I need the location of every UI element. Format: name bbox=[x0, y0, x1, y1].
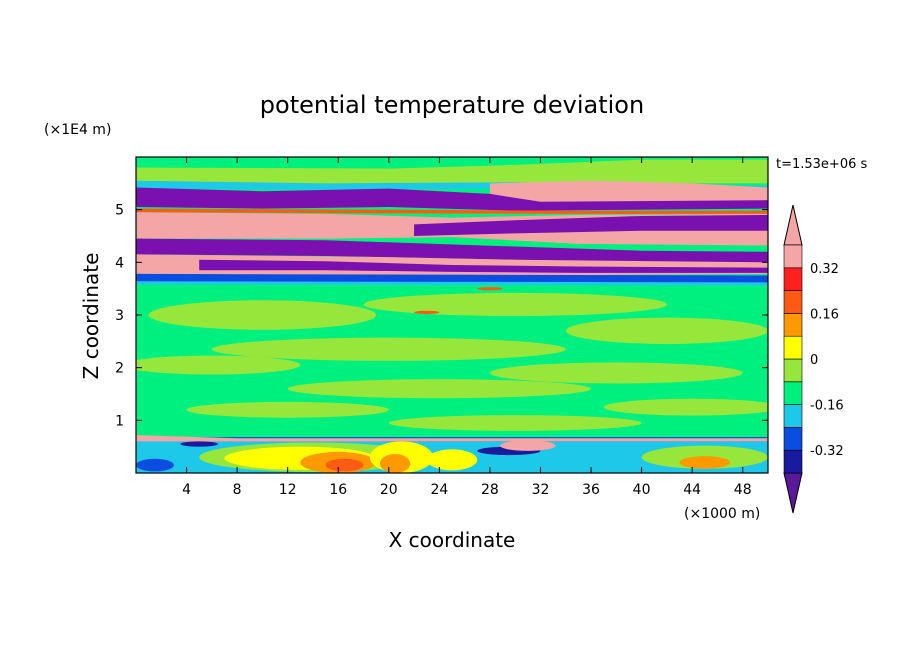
colorbar-extend-min bbox=[783, 472, 803, 514]
x-tick-label: 8 bbox=[233, 482, 242, 498]
y-tick-label: 4 bbox=[115, 255, 124, 271]
x-tick-label: 24 bbox=[430, 482, 448, 498]
colorbar-segment bbox=[783, 267, 803, 291]
x-tick-label: 20 bbox=[380, 482, 398, 498]
x-tick-label: 16 bbox=[329, 482, 347, 498]
y-tick-label: 5 bbox=[115, 203, 124, 219]
colorbar-tick-label: -0.16 bbox=[810, 399, 844, 414]
y-tick-label: 3 bbox=[115, 308, 124, 324]
colorbar-extend-max bbox=[783, 204, 803, 246]
lime-patch bbox=[148, 300, 377, 330]
band-pink-top bbox=[489, 180, 768, 204]
blue-patch bbox=[136, 458, 174, 472]
x-tick-label: 4 bbox=[182, 482, 191, 498]
lime-patch bbox=[489, 362, 743, 384]
band-cyan-edge bbox=[136, 281, 768, 286]
colorbar-segment bbox=[783, 358, 803, 383]
pink-patch bbox=[500, 440, 556, 451]
red-patch bbox=[477, 287, 503, 291]
time-label: t=1.53e+06 s bbox=[776, 157, 868, 172]
plot-area bbox=[136, 157, 768, 473]
colorbar-tick-label: 0 bbox=[810, 353, 818, 368]
colorbar-tick-label: 0.32 bbox=[810, 262, 839, 277]
colorbar-tick-label: 0.16 bbox=[810, 307, 839, 322]
x-tick-label: 36 bbox=[582, 482, 600, 498]
x-tick-label: 32 bbox=[532, 482, 550, 498]
red-patch bbox=[414, 310, 440, 314]
lime-patch bbox=[565, 317, 768, 344]
colorbar-segment bbox=[783, 244, 803, 269]
yellow-patch bbox=[426, 449, 478, 471]
lime-patch bbox=[186, 401, 389, 418]
lime-patch bbox=[363, 292, 667, 317]
lime-patch bbox=[136, 355, 301, 375]
band-purple-lower bbox=[136, 238, 768, 264]
y-axis-ticks: 1 2 3 4 5 bbox=[115, 203, 768, 429]
colorbar: 0.32 0.16 0 -0.16 -0.32 bbox=[783, 204, 844, 514]
lime-patch bbox=[287, 379, 592, 399]
x-axis-ticks: 4 8 12 16 20 24 28 32 36 40 44 48 bbox=[182, 157, 752, 498]
navy-patch bbox=[180, 441, 219, 447]
band-red-upper bbox=[136, 208, 768, 214]
band-purple-mid bbox=[414, 214, 768, 236]
colorbar-segment bbox=[783, 381, 803, 405]
x-tick-label: 12 bbox=[279, 482, 297, 498]
y-unit-label: (×1E4 m) bbox=[44, 122, 111, 138]
y-axis-label: Z coordinate bbox=[79, 253, 103, 380]
x-tick-label: 44 bbox=[683, 482, 701, 498]
x-tick-label: 48 bbox=[734, 482, 752, 498]
orange-patch bbox=[679, 456, 731, 469]
x-axis-label: X coordinate bbox=[389, 528, 516, 552]
band-purple-bottom bbox=[199, 259, 768, 273]
x-tick-label: 28 bbox=[481, 482, 499, 498]
y-tick-label: 1 bbox=[115, 413, 124, 429]
colorbar-segment bbox=[783, 290, 803, 314]
colorbar-segment bbox=[783, 427, 803, 451]
x-unit-label: (×1000 m) bbox=[684, 506, 760, 522]
colorbar-segment bbox=[783, 335, 803, 360]
colorbar-segment bbox=[783, 313, 803, 337]
lime-patch bbox=[211, 337, 566, 361]
lime-patch bbox=[388, 415, 642, 431]
lime-patch bbox=[603, 398, 768, 416]
band-blue-edge bbox=[136, 273, 768, 284]
colorbar-segment bbox=[783, 449, 803, 474]
band-purple-upper bbox=[136, 187, 768, 211]
chart-title: potential temperature deviation bbox=[260, 91, 644, 119]
colorbar-segment bbox=[783, 404, 803, 428]
x-tick-label: 40 bbox=[633, 482, 651, 498]
y-tick-label: 2 bbox=[115, 361, 124, 377]
colorbar-tick-label: -0.32 bbox=[810, 444, 844, 459]
orange-patch bbox=[379, 454, 411, 473]
red-patch bbox=[325, 458, 364, 472]
